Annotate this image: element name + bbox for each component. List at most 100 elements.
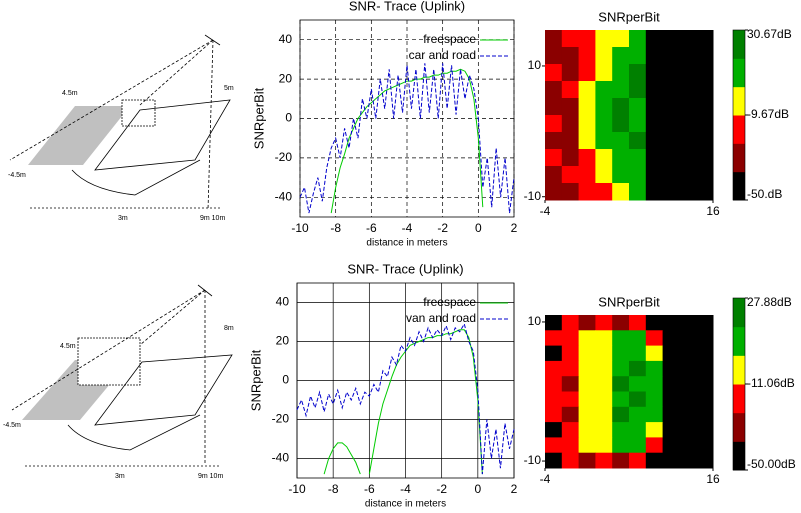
heatmap-cell	[595, 360, 613, 377]
heatmap-cell	[696, 315, 714, 331]
heatmap-cell	[595, 149, 613, 167]
heatmap-cell	[629, 64, 647, 82]
heatmap-cell	[645, 166, 664, 184]
heatmap-cell	[561, 47, 580, 65]
heatmap-cell	[561, 376, 580, 392]
heatmap-cell	[612, 437, 630, 454]
colorbar-band	[733, 143, 745, 173]
x-axis-label: distance in meters	[365, 499, 446, 510]
heatmap-cell	[662, 315, 680, 331]
heatmap-cell	[662, 115, 680, 133]
heatmap-cell	[595, 47, 613, 65]
colorbar-label: -50.dB	[747, 187, 782, 201]
chart-title: SNRperBit	[598, 294, 660, 309]
heatmap-cell	[629, 47, 647, 65]
colorbar-band	[733, 355, 745, 385]
heatmap-cell	[561, 132, 580, 150]
heatmap-cell	[612, 391, 630, 408]
colorbar-band	[733, 298, 745, 328]
heatmap-cell	[612, 422, 630, 438]
heatmap-cell	[696, 183, 714, 201]
colorbar-band	[733, 86, 745, 116]
data-line	[296, 322, 515, 475]
y-tick-label: 20	[276, 334, 290, 348]
x-tick-label: -4	[540, 204, 551, 218]
heatmap-cell	[645, 452, 664, 469]
heatmap-cell	[612, 149, 630, 167]
heatmap-cell	[662, 345, 680, 362]
heatmap-cell	[696, 452, 714, 469]
heatmap-cell	[696, 330, 714, 347]
heatmap-cell	[578, 330, 596, 347]
heatmap-cell	[696, 391, 714, 408]
heatmap-cell	[578, 47, 596, 65]
colorbar-band	[733, 58, 745, 88]
heatmap-cell	[545, 452, 563, 469]
heatmap-cell	[662, 422, 680, 438]
scene-sketch	[9, 34, 231, 211]
data-line	[323, 329, 483, 475]
heatmap-cell	[662, 376, 680, 392]
heatmap-cell	[679, 437, 697, 454]
heatmap-cell	[612, 345, 630, 362]
heatmap-cell	[629, 376, 647, 392]
heatmap-cell	[545, 376, 563, 392]
heatmap-cell	[612, 376, 630, 392]
heatmap-cell	[679, 315, 697, 331]
heatmap-cell	[662, 47, 680, 65]
heatmap-cell	[578, 406, 596, 423]
heatmap-cell	[612, 47, 630, 65]
heatmap-cell	[629, 30, 647, 48]
heatmap-cell	[679, 360, 697, 377]
heatmap-cell	[662, 406, 680, 423]
heatmap-cell	[679, 330, 697, 347]
heatmap-cell	[595, 391, 613, 408]
heatmap-cell	[612, 315, 630, 331]
heatmap-cell	[578, 64, 596, 82]
heatmap-cell	[696, 149, 714, 167]
heatmap-cell	[629, 406, 647, 423]
heatmap-cell	[662, 330, 680, 347]
heatmap-cell	[545, 422, 563, 438]
x-tick-label: -2	[437, 221, 448, 235]
heatmap-cell	[595, 98, 613, 116]
heatmap-cell	[578, 360, 596, 377]
dimension-label: 8m	[224, 325, 234, 332]
heatmap-cell	[578, 315, 596, 331]
heatmap-cell	[696, 98, 714, 116]
heatmap-cell	[645, 115, 664, 133]
heatmap-cell	[545, 132, 563, 150]
legend-label: freespace	[423, 295, 476, 309]
legend-label: car and road	[409, 48, 476, 62]
heatmap-cell	[645, 406, 664, 423]
heatmap-cell	[645, 98, 664, 116]
heatmap-cell	[595, 315, 613, 331]
heatmap-cell	[629, 452, 647, 469]
heatmap-cell	[595, 406, 613, 423]
chart-title: SNR- Trace (Uplink)	[349, 0, 465, 13]
heatmap-cell	[679, 47, 697, 65]
heatmap-cell	[595, 330, 613, 347]
heatmap-cell	[578, 345, 596, 362]
heatmap-cell	[545, 345, 563, 362]
heatmap-cell	[645, 376, 664, 392]
heatmap-cell	[595, 422, 613, 438]
heatmap-cell	[595, 437, 613, 454]
data-line	[299, 63, 515, 214]
heatmap-cell	[679, 391, 697, 408]
heatmap-cell	[629, 345, 647, 362]
heatmap-cell	[629, 330, 647, 347]
heatmap-cell	[612, 30, 630, 48]
heatmap-cell	[561, 315, 580, 331]
heatmap-cell	[662, 98, 680, 116]
dimension-label: 3m	[118, 215, 128, 222]
heatmap-cell	[679, 376, 697, 392]
heatmap-cell	[696, 115, 714, 133]
heatmap-cell	[561, 345, 580, 362]
x-tick-label: -10	[288, 482, 306, 496]
heatmap-cell	[561, 115, 580, 133]
heatmap-cell	[679, 81, 697, 99]
heatmap-cell	[696, 422, 714, 438]
heatmap-cell	[612, 98, 630, 116]
